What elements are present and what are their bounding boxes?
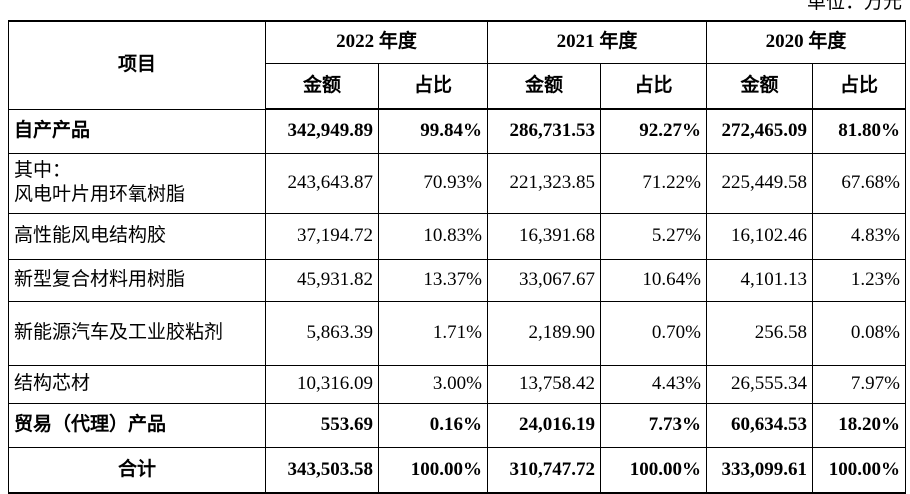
- table-row: 新型复合材料用树脂 45,931.82 13.37% 33,067.67 10.64% 4…: [8, 258, 906, 302]
- cell: 100.00%: [600, 446, 707, 494]
- table-row: 自产产品 342,949.89 99.84% 286,731.53 92.27% 272,…: [8, 108, 906, 154]
- cell: 225,449.58: [706, 152, 813, 214]
- row-label: 贸易（代理）产品: [8, 402, 266, 448]
- cell: 5,863.39: [265, 300, 379, 366]
- cell: 67.68%: [812, 152, 906, 214]
- cell: 16,391.68: [487, 212, 601, 260]
- subheader: 金额: [487, 62, 601, 110]
- item-header: 项目: [8, 20, 266, 110]
- cell: 100.00%: [812, 446, 906, 494]
- table-row: 其中： 风电叶片用环氧树脂 243,643.87 70.93% 221,323.85 7…: [8, 152, 906, 214]
- subheader-row: 金额 占比 金额 占比 金额 占比: [9, 62, 906, 110]
- cell: 342,949.89: [265, 108, 379, 154]
- cell: 0.16%: [378, 402, 488, 448]
- row-label: 新能源汽车及工业胶粘剂: [8, 300, 266, 366]
- cell: 10,316.09: [265, 364, 379, 404]
- cell: 1.23%: [812, 258, 906, 302]
- row-label: 新型复合材料用树脂: [8, 258, 266, 302]
- cell: 10.64%: [600, 258, 707, 302]
- cell: 70.93%: [378, 152, 488, 214]
- table-row: 高性能风电结构胶 37,194.72 10.83% 16,391.68 5.27% 16,…: [8, 212, 906, 260]
- cell: 3.00%: [378, 364, 488, 404]
- year-header: 2022 年度: [265, 20, 488, 64]
- cell: 256.58: [706, 300, 813, 366]
- cell: 7.73%: [600, 402, 707, 448]
- table-row: 合计 343,503.58 100.00% 310,747.72 100.00% 333,…: [8, 446, 906, 494]
- cell: 4.83%: [812, 212, 906, 260]
- cell: 33,067.67: [487, 258, 601, 302]
- cell: 26,555.34: [706, 364, 813, 404]
- cell: 4.43%: [600, 364, 707, 404]
- cell: 272,465.09: [706, 108, 813, 154]
- cell: 13.37%: [378, 258, 488, 302]
- cell: 221,323.85: [487, 152, 601, 214]
- cell: 333,099.61: [706, 446, 813, 494]
- cell: 2,189.90: [487, 300, 601, 366]
- cell: 92.27%: [600, 108, 707, 154]
- subheader: 占比: [600, 62, 707, 110]
- cell: 37,194.72: [265, 212, 379, 260]
- table-row: 贸易（代理）产品 553.69 0.16% 24,016.19 7.73% 60,634.…: [8, 402, 906, 448]
- cell: 81.80%: [812, 108, 906, 154]
- row-label: 自产产品: [8, 108, 266, 154]
- cell: 16,102.46: [706, 212, 813, 260]
- cell: 18.20%: [812, 402, 906, 448]
- cell: 5.27%: [600, 212, 707, 260]
- cell: 310,747.72: [487, 446, 601, 494]
- row-label: 结构芯材: [8, 364, 266, 404]
- subheader: 金额: [706, 62, 813, 110]
- cell: 60,634.53: [706, 402, 813, 448]
- cell: 0.08%: [812, 300, 906, 366]
- cell: 24,016.19: [487, 402, 601, 448]
- cell: 4,101.13: [706, 258, 813, 302]
- row-label: 其中： 风电叶片用环氧树脂: [8, 152, 266, 214]
- year-header: 2021 年度: [487, 20, 707, 64]
- cell: 553.69: [265, 402, 379, 448]
- cell: 45,931.82: [265, 258, 379, 302]
- cell: 1.71%: [378, 300, 488, 366]
- cell: 0.70%: [600, 300, 707, 366]
- table-row: 新能源汽车及工业胶粘剂 5,863.39 1.71% 2,189.90 0.70% 256…: [8, 300, 906, 366]
- data-table: 项目 2022 年度 2021 年度 2020 年度 金额 占比 金额 占比 金额 占比 …: [8, 20, 906, 494]
- cell: 343,503.58: [265, 446, 379, 494]
- cell: 99.84%: [378, 108, 488, 154]
- subheader: 金额: [265, 62, 379, 110]
- cell: 71.22%: [600, 152, 707, 214]
- cell: 286,731.53: [487, 108, 601, 154]
- subheader: 占比: [378, 62, 488, 110]
- row-label: 合计: [8, 446, 266, 494]
- cell: 10.83%: [378, 212, 488, 260]
- header-row: 项目 2022 年度 2021 年度 2020 年度: [8, 20, 906, 110]
- year-header: 2020 年度: [706, 20, 906, 64]
- cell: 100.00%: [378, 446, 488, 494]
- table-row: 结构芯材 10,316.09 3.00% 13,758.42 4.43% 26,555.3…: [8, 364, 906, 404]
- table-body: 自产产品 342,949.89 99.84% 286,731.53 92.27% 272,…: [8, 108, 906, 494]
- cell: 13,758.42: [487, 364, 601, 404]
- unit-label: 单位：万元: [806, 0, 902, 13]
- table-header: 项目 2022 年度 2021 年度 2020 年度 金额 占比 金额 占比 金额 占比: [8, 20, 906, 110]
- cell: 243,643.87: [265, 152, 379, 214]
- cell: 7.97%: [812, 364, 906, 404]
- row-label: 高性能风电结构胶: [8, 212, 266, 260]
- subheader: 占比: [812, 62, 906, 110]
